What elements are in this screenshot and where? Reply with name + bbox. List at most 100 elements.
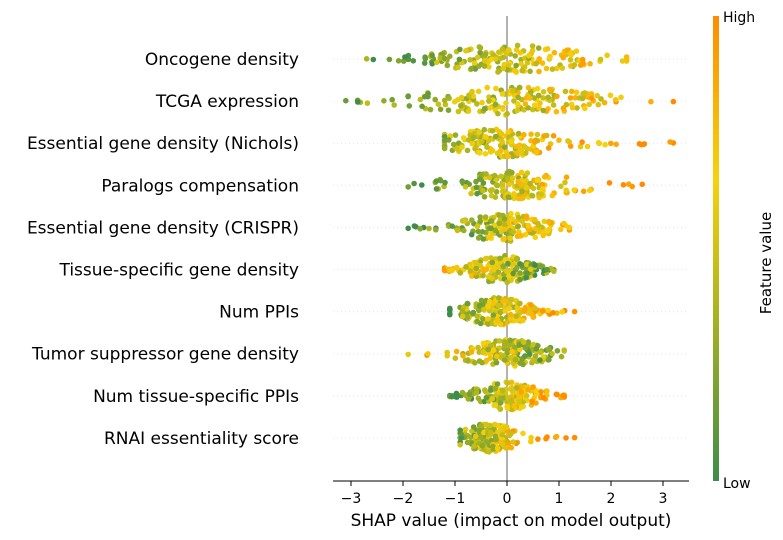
shap-point	[501, 221, 508, 227]
feature-points-row	[405, 168, 645, 202]
shap-point	[517, 360, 523, 366]
shap-point	[607, 92, 614, 99]
shap-point	[488, 187, 495, 193]
shap-point	[540, 394, 547, 401]
shap-point	[482, 151, 489, 157]
shap-point	[550, 102, 557, 108]
shap-point	[513, 313, 520, 319]
shap-point	[541, 218, 548, 225]
shap-point	[419, 103, 425, 110]
shap-point	[480, 349, 487, 355]
shap-point	[521, 131, 527, 138]
shap-point	[395, 58, 402, 64]
feature-label: Tumor suppressor gene density	[31, 345, 299, 365]
shap-point	[417, 96, 424, 103]
shap-point	[670, 98, 677, 105]
shap-point	[499, 387, 506, 394]
shap-point	[481, 306, 487, 312]
shap-point	[526, 351, 533, 357]
shap-point	[454, 394, 460, 400]
shap-point	[501, 216, 508, 222]
shap-point	[449, 223, 456, 229]
feature-label: Num tissue-specific PPIs	[93, 387, 299, 407]
shap-point	[500, 263, 507, 270]
shap-point	[563, 174, 570, 180]
shap-point	[510, 229, 517, 235]
shap-point	[473, 259, 479, 266]
feature-points-row	[447, 295, 578, 328]
feature-label: Num PPIs	[219, 303, 299, 323]
shap-point	[386, 56, 393, 63]
shap-point	[488, 437, 495, 444]
shap-point	[613, 141, 619, 148]
shap-point	[475, 88, 482, 95]
shap-point	[539, 181, 546, 188]
shap-point	[476, 349, 483, 356]
shap-point	[519, 67, 525, 74]
shap-point	[529, 106, 536, 113]
shap-point	[480, 272, 486, 279]
shap-point	[500, 395, 507, 401]
shap-point	[550, 310, 556, 316]
shap-point	[485, 346, 492, 353]
shap-point	[491, 265, 497, 272]
shap-point	[469, 140, 476, 147]
shap-point	[523, 392, 530, 399]
shap-point	[562, 179, 568, 186]
shap-point	[490, 300, 497, 307]
shap-point	[535, 45, 542, 51]
shap-point	[520, 430, 526, 437]
shap-point	[532, 353, 539, 359]
shap-point	[419, 182, 425, 188]
shap-point	[586, 187, 593, 194]
shap-point	[551, 49, 558, 56]
shap-point	[522, 353, 528, 359]
shap-point	[568, 50, 574, 57]
shap-point	[487, 351, 493, 357]
shap-point	[495, 69, 501, 75]
shap-point	[484, 144, 490, 150]
shap-point	[531, 95, 537, 101]
shap-point	[457, 46, 463, 53]
shap-point	[608, 140, 614, 147]
shap-point	[464, 147, 471, 154]
shap-point	[433, 227, 439, 233]
shap-point	[506, 47, 512, 54]
shap-point	[459, 308, 466, 315]
shap-point	[568, 88, 575, 95]
shap-point	[587, 61, 593, 67]
shap-point	[499, 91, 506, 97]
shap-point	[510, 270, 516, 277]
shap-point	[466, 137, 472, 143]
shap-point	[513, 143, 520, 150]
shap-point	[510, 88, 516, 94]
shap-point	[492, 402, 499, 408]
shap-point	[501, 144, 508, 150]
shap-point	[545, 145, 552, 151]
shap-point	[551, 268, 557, 275]
shap-point	[514, 264, 520, 271]
shap-point	[528, 310, 534, 317]
shap-point	[391, 102, 398, 108]
shap-point	[447, 53, 453, 60]
shap-point	[595, 139, 602, 146]
shap-point	[479, 359, 485, 366]
shap-point	[504, 279, 511, 286]
shap-point	[437, 55, 444, 61]
shap-point	[471, 60, 478, 66]
shap-point	[458, 102, 464, 109]
shap-point	[498, 131, 505, 137]
shap-point	[475, 235, 482, 241]
shap-point	[479, 99, 485, 106]
shap-point	[468, 349, 475, 355]
shap-point	[461, 227, 467, 234]
shap-point	[481, 105, 488, 112]
shap-point	[493, 85, 499, 92]
shap-point	[474, 54, 481, 61]
shap-point	[502, 340, 509, 346]
shap-point	[544, 228, 550, 234]
shap-point	[478, 297, 485, 304]
shap-point	[502, 226, 508, 232]
shap-point	[510, 439, 516, 445]
feature-points-row	[405, 210, 573, 244]
